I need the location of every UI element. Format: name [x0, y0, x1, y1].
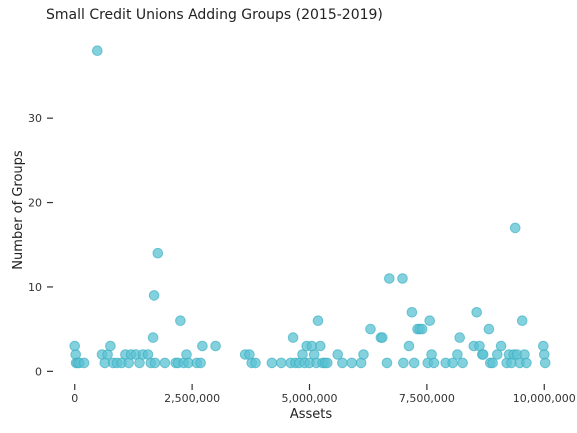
- data-point: [398, 357, 409, 369]
- data-points: [69, 45, 551, 369]
- data-point: [148, 290, 160, 301]
- data-point: [509, 222, 521, 234]
- data-point: [210, 340, 221, 352]
- data-point: [397, 273, 408, 284]
- x-tick-label: 0: [71, 392, 78, 405]
- x-tick-label: 5,000,000: [282, 392, 338, 405]
- data-point: [346, 357, 358, 369]
- data-point: [287, 332, 299, 343]
- data-point: [365, 323, 376, 335]
- data-point: [337, 357, 348, 369]
- data-point: [539, 357, 551, 369]
- y-axis: 0 10 20 30: [28, 112, 53, 378]
- data-point: [315, 340, 326, 352]
- data-point: [381, 357, 393, 369]
- data-point: [149, 357, 161, 369]
- data-point: [175, 315, 186, 327]
- y-tick-label: 10: [28, 281, 42, 294]
- y-tick-label: 20: [28, 197, 42, 210]
- data-point: [416, 323, 428, 335]
- data-point: [197, 340, 208, 352]
- data-point: [358, 349, 369, 360]
- data-point: [471, 307, 483, 318]
- data-point: [492, 349, 503, 360]
- data-point: [152, 247, 164, 259]
- data-point: [92, 45, 103, 57]
- x-tick-label: 10,000,000: [513, 392, 576, 405]
- data-point: [452, 349, 463, 360]
- y-axis-title: Number of Groups: [11, 150, 26, 270]
- x-axis-title: Assets: [290, 407, 333, 422]
- data-point: [521, 357, 532, 369]
- data-point: [312, 315, 324, 327]
- data-point: [322, 357, 333, 369]
- data-point: [105, 340, 116, 352]
- y-tick-label: 30: [28, 112, 42, 125]
- data-point: [406, 307, 418, 318]
- data-point: [78, 357, 90, 369]
- y-tick-label: 0: [35, 365, 42, 378]
- x-tick-label: 7,500,000: [399, 392, 455, 405]
- data-point: [428, 357, 440, 369]
- data-point: [147, 332, 159, 343]
- data-point: [487, 357, 498, 369]
- data-point: [332, 349, 344, 360]
- data-point: [159, 357, 171, 369]
- data-point: [377, 332, 388, 343]
- data-point: [424, 315, 436, 327]
- x-tick-label: 2,500,000: [164, 392, 220, 405]
- data-point: [195, 357, 206, 369]
- data-point: [457, 357, 468, 369]
- data-point: [384, 273, 395, 284]
- data-point: [250, 357, 261, 369]
- chart-title: Small Credit Unions Adding Groups (2015-…: [46, 7, 383, 23]
- data-point: [454, 332, 466, 343]
- data-point: [403, 340, 415, 352]
- data-point: [516, 315, 528, 327]
- data-point: [266, 357, 278, 369]
- data-point: [495, 340, 507, 352]
- data-point: [483, 323, 495, 335]
- data-point: [408, 357, 420, 369]
- x-axis: 0 2,500,000 5,000,000 7,500,000 10,000,000: [71, 384, 576, 405]
- data-point: [276, 357, 287, 369]
- data-point: [477, 349, 489, 360]
